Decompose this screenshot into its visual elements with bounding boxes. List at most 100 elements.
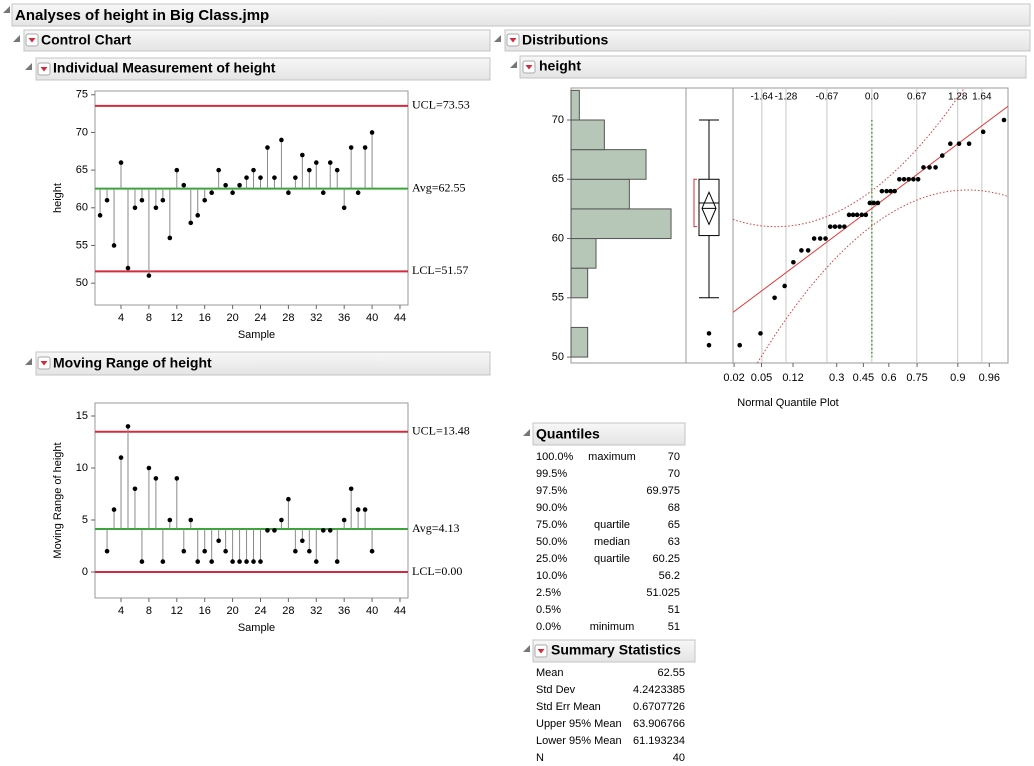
quantile-point [805, 248, 811, 253]
quantile-point [846, 212, 852, 218]
section-title: Summary Statistics [551, 642, 681, 658]
menu-button[interactable] [506, 33, 520, 47]
quantile-percent: 25.0% [536, 553, 567, 565]
quantile-point [871, 200, 877, 206]
disclosure-icon[interactable] [523, 429, 530, 436]
disclosure-icon[interactable] [494, 35, 501, 42]
point [348, 145, 354, 150]
section-title: Moving Range of height [53, 355, 212, 371]
x-tick-label: 24 [254, 605, 266, 617]
y-tick-label: 70 [76, 126, 88, 138]
control-limit-label: Avg=4.13 [412, 521, 460, 535]
quantile-percent: 50.0% [536, 536, 567, 548]
disclosure-icon[interactable] [25, 358, 32, 365]
point [279, 517, 284, 523]
stat-value: 62.55 [657, 667, 685, 679]
mean-diamond [701, 190, 717, 226]
point [362, 145, 368, 150]
point [313, 559, 319, 564]
plot-frame [94, 402, 409, 599]
stat-value: 61.193234 [633, 735, 685, 747]
disclosure-icon[interactable] [3, 6, 10, 13]
quantile-point [842, 224, 847, 229]
point [286, 496, 291, 502]
point [181, 548, 187, 554]
quantile-percent: 90.0% [536, 502, 567, 514]
x-tick-label: 16 [199, 605, 211, 617]
histogram-bar [570, 119, 605, 151]
quantile-point [888, 188, 893, 194]
menu-button[interactable] [534, 644, 548, 658]
point [362, 507, 368, 512]
point [272, 175, 277, 180]
point [174, 167, 180, 173]
point [307, 548, 312, 554]
point [293, 175, 298, 180]
point [125, 265, 131, 271]
y-tick-label: 55 [76, 239, 88, 251]
point [272, 528, 277, 533]
menu-button[interactable] [37, 62, 51, 76]
disclosure-icon[interactable] [25, 63, 32, 70]
header-bar [532, 422, 686, 446]
quantile-point [1001, 117, 1007, 123]
disclosure-icon[interactable] [523, 645, 530, 652]
quantile-name: minimum [590, 621, 635, 633]
y-tick-label: 50 [76, 277, 88, 289]
quantile-point [737, 342, 743, 348]
y-tick-label: 60 [76, 202, 88, 214]
x-tick-label: 16 [199, 312, 211, 324]
y-tick-label: 65 [76, 164, 88, 176]
quantile-name: median [594, 536, 630, 548]
shortest-half [693, 178, 697, 228]
point [334, 559, 340, 564]
point [174, 476, 180, 481]
quantile-percent: 2.5% [536, 587, 561, 599]
quantile-point [933, 165, 938, 170]
y-axis-title: Moving Range of height [52, 442, 64, 558]
menu-button[interactable] [37, 356, 51, 370]
point [320, 190, 326, 196]
point [125, 424, 131, 429]
quantile-point [817, 236, 823, 241]
point [97, 213, 103, 218]
quantile-point [911, 176, 916, 182]
control-limit-label: Avg=62.55 [412, 180, 466, 194]
quantile-percent: 97.5% [536, 485, 567, 497]
point [223, 548, 228, 554]
top-tick-label: -1.28 [775, 92, 798, 103]
section-title: Quantiles [536, 426, 600, 442]
point [230, 190, 235, 196]
menu-button[interactable] [25, 33, 39, 47]
header-bar [35, 351, 491, 376]
section-title: Individual Measurement of height [53, 60, 276, 76]
quantile-point [782, 283, 787, 289]
point [300, 152, 305, 158]
point [369, 548, 375, 554]
point [341, 517, 347, 523]
fit-line [733, 105, 1008, 313]
disclosure-icon[interactable] [510, 61, 517, 68]
x-tick-label: 28 [282, 312, 294, 324]
plot-frame [94, 90, 409, 306]
point [160, 559, 166, 564]
x-tick-label: 44 [394, 605, 406, 617]
top-tick-label: 1.64 [972, 92, 992, 103]
quantile-point [956, 141, 962, 147]
histogram-bar [570, 238, 597, 269]
x-tick-label: 12 [171, 312, 183, 324]
point [258, 175, 263, 180]
point [320, 528, 326, 533]
menu-button[interactable] [522, 60, 536, 74]
histogram-bar [570, 267, 589, 299]
x-tick-label: 0.12 [782, 372, 803, 384]
x-tick-label: 0.96 [979, 372, 1000, 384]
point [132, 205, 138, 211]
point [118, 160, 124, 165]
histogram-bar [570, 208, 672, 240]
quantile-name: maximum [588, 451, 636, 463]
x-tick-label: 0.02 [723, 372, 744, 384]
histogram-bar [570, 149, 647, 180]
disclosure-icon[interactable] [13, 35, 20, 42]
y-tick-label: 50 [552, 351, 564, 363]
